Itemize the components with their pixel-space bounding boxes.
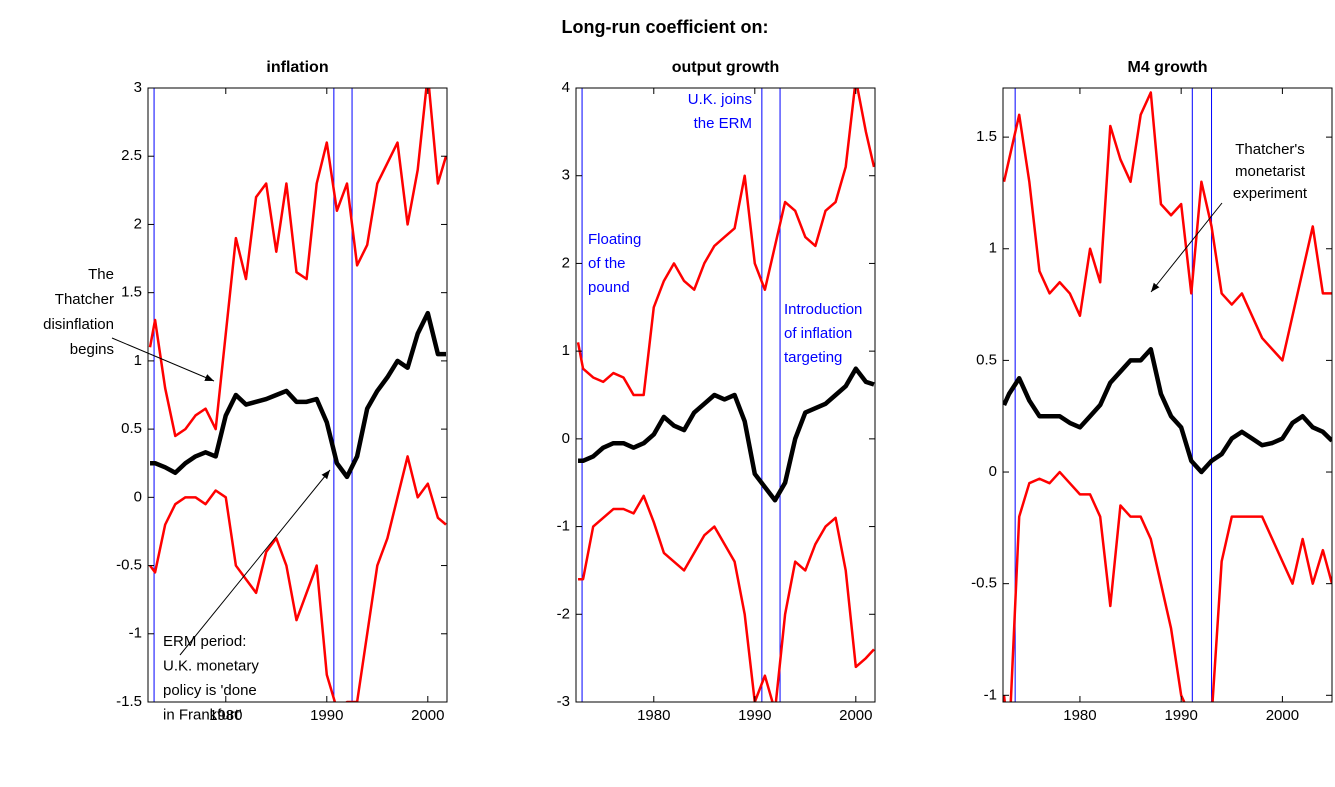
series-line [578,494,875,702]
y-tick-label: -2 [557,605,570,622]
axes-frame [147,87,448,703]
y-tick-label: 0.5 [121,420,142,437]
annotation: ERM period: [163,633,246,650]
panel-title: M4 growth [1128,59,1208,76]
y-tick-label: 4 [562,79,570,96]
series-line [150,310,446,480]
y-tick-label: 0.5 [976,351,997,368]
series-line [148,88,447,438]
y-tick-label: 1 [562,342,570,359]
x-tick-label: 1980 [637,707,670,724]
y-tick-label: 0 [989,463,997,480]
y-tick-label: 2.5 [121,147,142,164]
y-tick-label: 1.5 [976,128,997,145]
plot-area [576,88,875,702]
annotation: policy is 'done [163,682,257,699]
y-tick-label: 1 [989,240,997,257]
y-tick-label: 3 [562,167,570,184]
panel-title: output growth [672,59,780,76]
plot-area [148,88,447,702]
x-tick-label: 2000 [411,707,444,724]
annotation: in Frankfurt' [163,706,242,723]
annotation: The [88,266,114,283]
annotation: U.K. monetary [163,657,259,674]
series-line [149,455,447,702]
annotation: of inflation [784,325,852,342]
annotation: the ERM [694,115,752,132]
series-line [1003,346,1332,475]
axes-frame [575,87,876,703]
y-tick-label: 1 [134,352,142,369]
annotation-arrow [1150,202,1223,293]
panel-title: inflation [266,59,328,76]
y-tick-label: -1 [984,686,997,703]
y-tick-label: 2 [134,215,142,232]
annotation: Introduction [784,301,862,318]
axes-frame [1002,87,1333,703]
series-line [1003,91,1332,362]
y-tick-label: 0 [562,430,570,447]
series-line [578,366,875,503]
annotation: of the [588,255,626,272]
annotation: Floating [588,231,641,248]
panel: output growth -3 -2 -1 0 1 2 3 4 1980 1990 2000 Floa… [557,59,876,724]
annotation-arrow [111,337,215,382]
annotation: pound [588,279,630,296]
suptitle: Long-run coefficient on: [562,17,769,37]
annotation: Thatcher [55,291,114,308]
y-tick-label: 2 [562,254,570,271]
x-tick-label: 2000 [839,707,872,724]
panel: inflation -1.5 -1 -0.5 0 0.5 1 1.5 2 2.5 3 1980 1990… [43,59,448,724]
y-tick-label: -1 [557,518,570,535]
plot-area [1003,88,1332,702]
x-tick-label: 1990 [738,707,771,724]
annotation-arrow [179,469,331,656]
x-tick-label: 2000 [1266,707,1299,724]
annotation: U.K. joins [688,91,752,108]
annotation: experiment [1233,185,1308,202]
y-tick-label: 3 [134,79,142,96]
y-tick-label: -3 [557,693,570,710]
x-tick-label: 1980 [209,707,242,724]
annotation: begins [70,341,114,358]
x-tick-label: 1990 [310,707,343,724]
annotation: Thatcher's [1235,141,1305,158]
y-tick-label: 0 [134,488,142,505]
panel: M4 growth -1 -0.5 0 0.5 1 1.5 1980 1990 2000 Thatc… [971,59,1333,724]
x-tick-label: 1980 [1063,707,1096,724]
annotation: targeting [784,349,842,366]
y-tick-label: -1.5 [116,693,142,710]
y-tick-label: -1 [129,625,142,642]
x-tick-label: 1990 [1164,707,1197,724]
y-tick-label: 1.5 [121,284,142,301]
annotation: monetarist [1235,163,1306,180]
y-tick-label: -0.5 [971,575,997,592]
annotation: disinflation [43,316,114,333]
series-line [576,88,875,397]
y-tick-label: -0.5 [116,557,142,574]
series-line [1003,470,1332,702]
